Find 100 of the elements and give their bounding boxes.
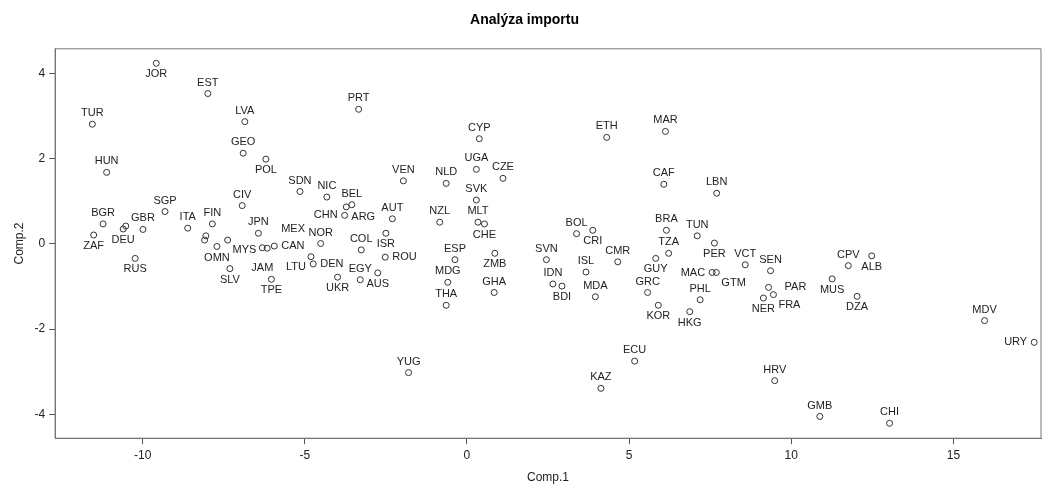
- y-axis-title: Comp.2: [11, 222, 26, 265]
- annotation: ZAF: [83, 239, 105, 252]
- annotation: ESP: [443, 241, 466, 254]
- annotation: GTM: [721, 275, 746, 288]
- annotation: YUG: [396, 354, 421, 367]
- annotation: MYS: [232, 243, 257, 256]
- annotation: TPE: [260, 283, 283, 296]
- annotation: MLT: [467, 204, 489, 217]
- annotation: BRA: [655, 212, 679, 225]
- y-tick-label: 2: [38, 151, 46, 166]
- annotation: HKG: [677, 315, 702, 328]
- annotation: BGR: [91, 205, 116, 218]
- annotation: GBR: [131, 211, 155, 224]
- annotation: ISR: [376, 237, 396, 250]
- annotation: RUS: [123, 262, 147, 275]
- annotation: MDG: [434, 264, 461, 277]
- annotation: CHN: [313, 208, 338, 221]
- x-tick-label: 10: [784, 447, 799, 462]
- annotation: TUR: [81, 106, 104, 119]
- annotation: PRT: [347, 91, 370, 104]
- annotation: SGP: [153, 193, 177, 206]
- annotation: CIV: [233, 187, 253, 200]
- annotation: DZA: [846, 300, 869, 313]
- annotation: HRV: [763, 362, 787, 375]
- y-tick-label: 0: [38, 236, 46, 251]
- annotation: ETH: [595, 119, 618, 132]
- annotation: MDV: [972, 302, 998, 315]
- x-tick-label: -5: [299, 447, 311, 462]
- annotation: CMR: [605, 243, 631, 256]
- annotation: BEL: [341, 186, 363, 199]
- annotation: MEX: [281, 222, 306, 235]
- annotation: JOR: [145, 67, 168, 80]
- y-tick-label: 4: [38, 65, 46, 80]
- annotation: SDN: [288, 173, 312, 186]
- annotation: OMN: [204, 250, 230, 263]
- annotation: COL: [349, 231, 373, 244]
- annotation: NZL: [429, 204, 451, 217]
- annotation: ZMB: [483, 257, 507, 270]
- annotation: PHL: [689, 281, 711, 294]
- chart-title: Analýza importu: [470, 11, 579, 28]
- annotation: CAF: [652, 166, 676, 179]
- annotation: AUS: [366, 276, 390, 289]
- annotation: GEO: [230, 135, 256, 148]
- x-axis-title: Comp.1: [527, 470, 570, 485]
- annotation: POL: [254, 163, 277, 176]
- annotation: MDA: [583, 278, 609, 291]
- annotation: CZE: [491, 160, 514, 173]
- annotation: KAZ: [590, 370, 612, 383]
- annotation: TZA: [658, 235, 680, 248]
- annotation: ISL: [577, 254, 595, 267]
- annotation: AUT: [381, 200, 404, 213]
- annotation: LBN: [705, 175, 728, 188]
- annotation: HUN: [94, 154, 119, 167]
- annotation: ARG: [351, 209, 376, 222]
- annotation: BDI: [552, 290, 572, 303]
- annotation: SLV: [219, 272, 241, 285]
- annotation: ECU: [623, 343, 647, 356]
- x-tick-label: 0: [463, 447, 471, 462]
- annotation: SEN: [759, 252, 782, 265]
- annotation: MAR: [653, 113, 678, 126]
- annotation: GHA: [482, 274, 507, 287]
- y-tick-label: -2: [34, 321, 46, 336]
- annotation: SVK: [465, 182, 489, 195]
- x-tick-label: -10: [133, 447, 152, 462]
- annotation: URY: [1004, 335, 1028, 348]
- annotation: JPN: [248, 215, 269, 228]
- annotation: MUS: [819, 282, 845, 295]
- annotation: LTU: [285, 259, 307, 272]
- annotation: FIN: [203, 205, 222, 218]
- annotation: KOR: [646, 309, 671, 322]
- annotation: GUY: [643, 262, 669, 275]
- annotation: THA: [435, 287, 458, 300]
- annotation: ITA: [179, 210, 197, 223]
- annotation: ALB: [861, 259, 883, 272]
- annotation: MAC: [680, 265, 706, 278]
- annotation: CAN: [281, 239, 305, 252]
- annotation: SVN: [535, 241, 558, 254]
- annotation: GMB: [807, 398, 833, 411]
- annotation: UGA: [464, 151, 489, 164]
- annotation: DEU: [111, 233, 135, 246]
- annotation: BOL: [565, 215, 588, 228]
- annotation: JAM: [251, 260, 274, 273]
- annotation: NOR: [308, 225, 333, 238]
- annotation: CHI: [880, 405, 900, 418]
- x-tick-label: 15: [946, 447, 961, 462]
- annotation: NIC: [317, 179, 337, 192]
- annotation: TUN: [685, 217, 709, 230]
- annotation: VEN: [392, 162, 415, 175]
- annotation: CYP: [467, 120, 491, 133]
- annotation: CPV: [837, 247, 861, 260]
- annotation: GRC: [635, 274, 660, 287]
- annotation: LVA: [235, 103, 256, 116]
- annotation: CHE: [472, 227, 497, 240]
- annotation: NLD: [435, 165, 458, 178]
- annotation: PAR: [784, 280, 807, 293]
- annotation: EST: [197, 75, 219, 88]
- annotation: EGY: [348, 261, 373, 274]
- annotation: PER: [703, 247, 726, 260]
- annotation: DEN: [320, 256, 344, 269]
- annotation: CRI: [583, 234, 603, 247]
